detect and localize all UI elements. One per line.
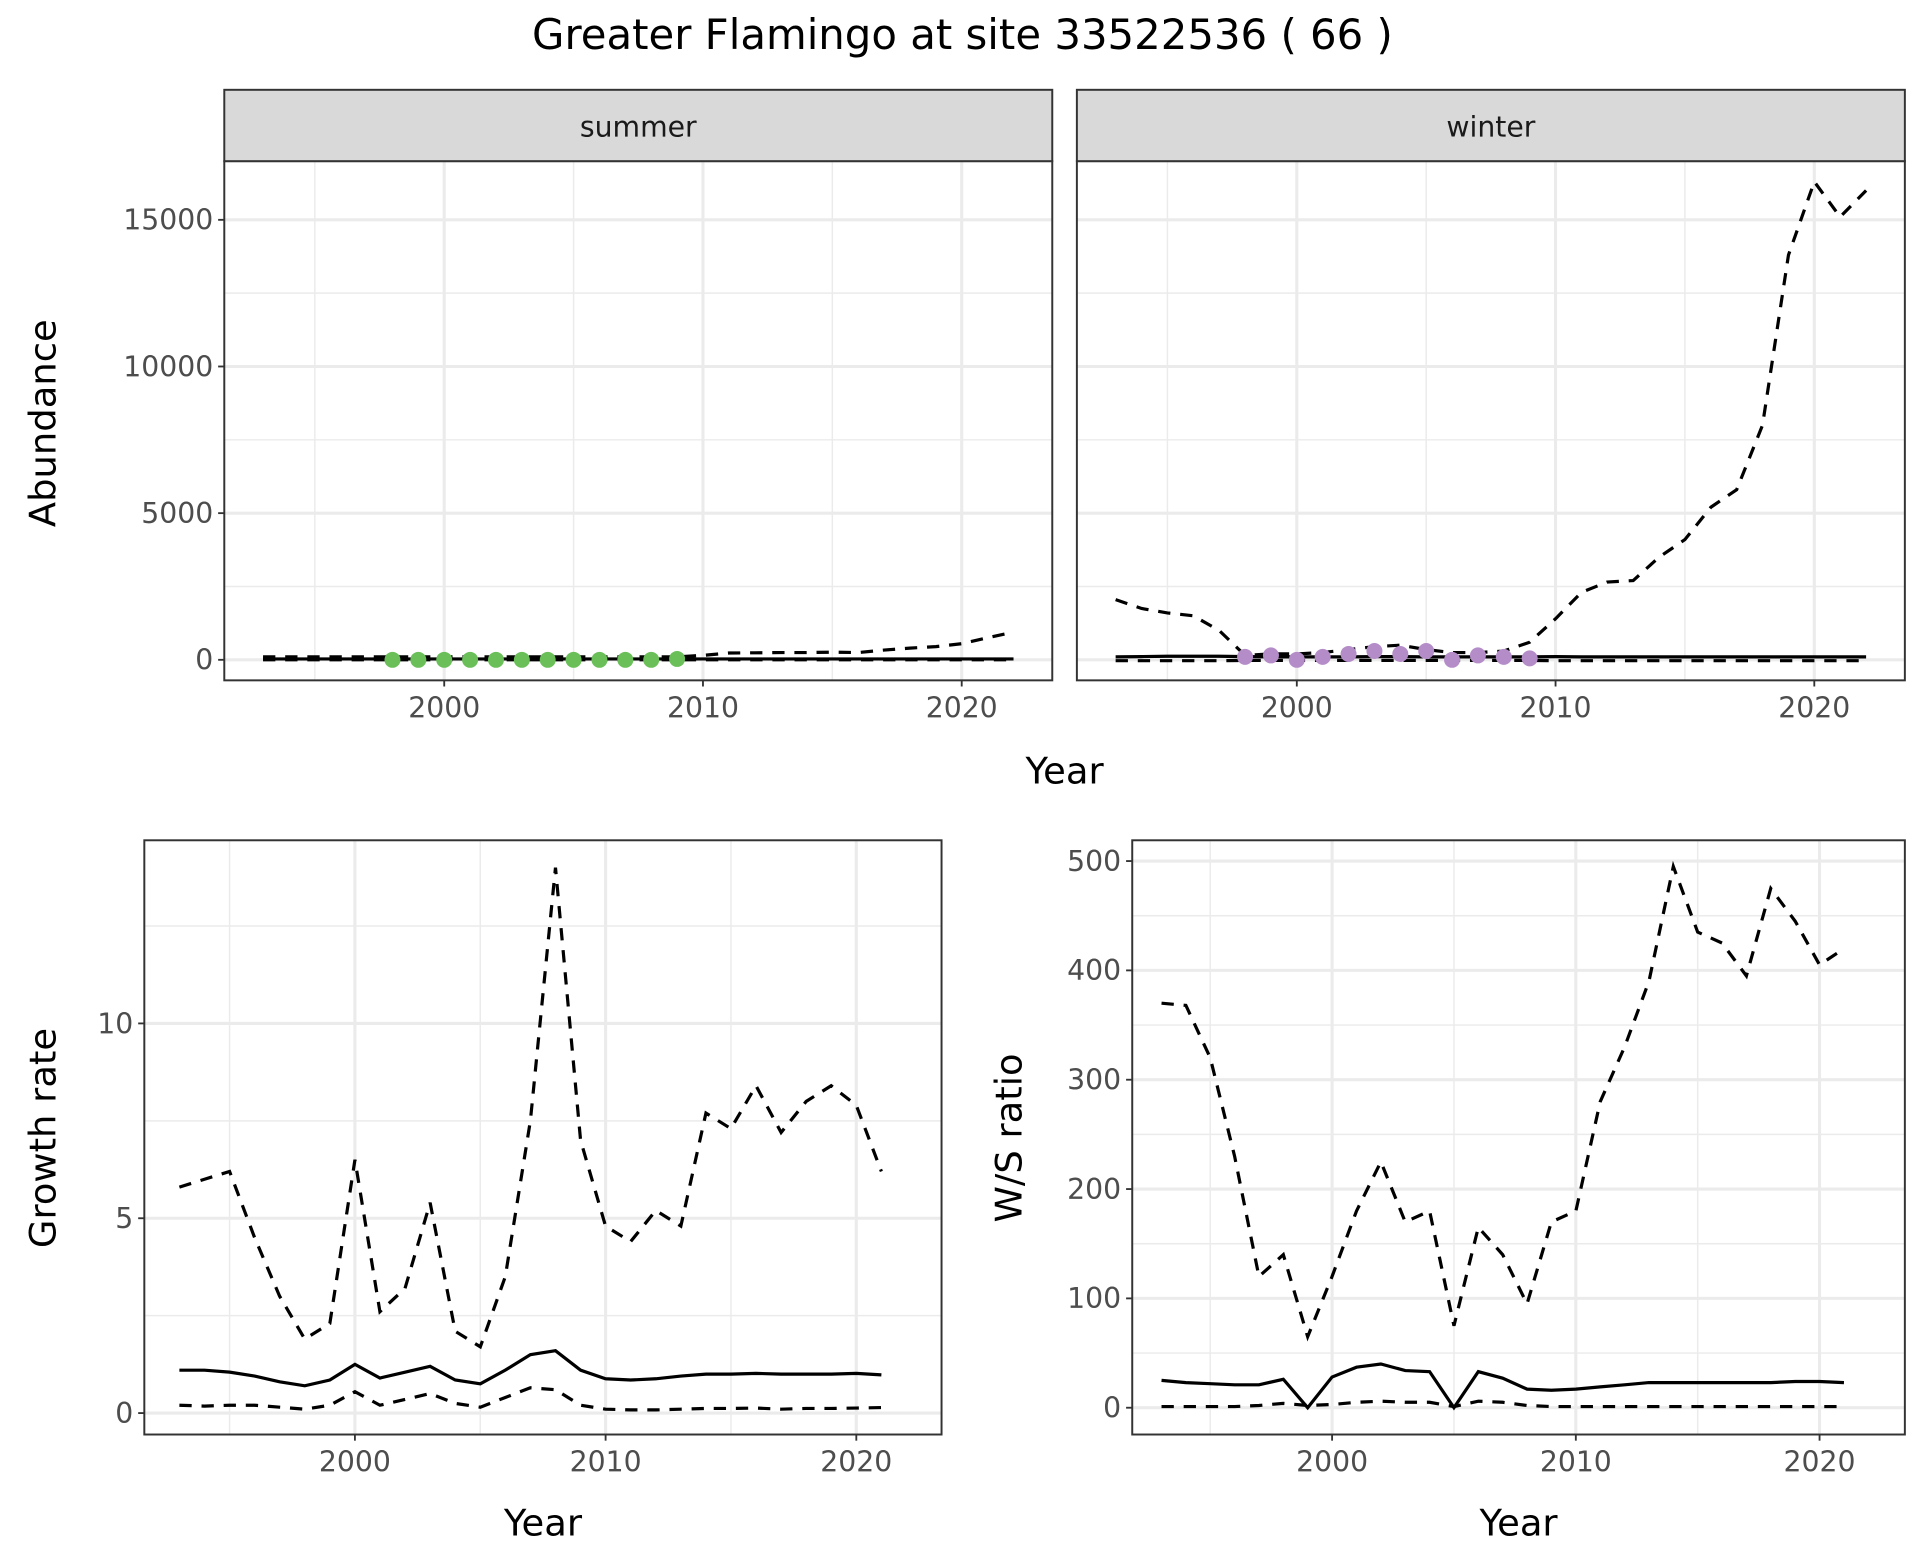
- series-upper-line: [1161, 860, 1845, 1342]
- y-tick-label: 5000: [141, 497, 213, 530]
- x-tick-label: 2020: [820, 1445, 892, 1478]
- y-tick-label: 5: [115, 1202, 133, 1235]
- data-point: [487, 651, 504, 668]
- x-tick-label: 2000: [319, 1445, 391, 1478]
- data-point: [643, 651, 660, 668]
- ratio-y-axis-label: W/S ratio: [988, 1053, 1031, 1222]
- series-lower-line: [1161, 1399, 1844, 1409]
- x-tick-label: 2010: [1520, 691, 1592, 724]
- data-point: [539, 651, 556, 668]
- summer-panel: 0 5000 10000 15000 2000 2010 2020 summer: [123, 88, 1054, 724]
- series-upper-line: [1115, 178, 1868, 658]
- data-point: [1392, 645, 1409, 662]
- ratio-x-axis-label: Year: [1478, 1501, 1558, 1544]
- data-point: [410, 651, 427, 668]
- y-tick-label: 400: [1067, 954, 1121, 987]
- y-tick-label: 10000: [123, 350, 213, 383]
- data-point: [1418, 643, 1435, 660]
- series-fit-line: [179, 1349, 882, 1388]
- series-lower-line: [179, 1386, 882, 1412]
- data-point: [1262, 647, 1279, 664]
- panel-border: [1131, 839, 1906, 1436]
- y-tick-label: 500: [1067, 845, 1121, 878]
- y-tick-label: 300: [1067, 1064, 1121, 1097]
- data-point: [462, 651, 479, 668]
- growth-x-axis-label: Year: [503, 1501, 583, 1544]
- x-tick-label: 2000: [1261, 691, 1333, 724]
- series-fit-line: [1115, 654, 1867, 659]
- data-point: [617, 651, 634, 668]
- data-point: [591, 651, 608, 668]
- panel-border: [223, 160, 1054, 682]
- x-tick-label: 2000: [408, 691, 480, 724]
- data-point: [384, 651, 401, 668]
- top-x-axis-label: Year: [1025, 750, 1105, 793]
- y-tick-label: 0: [195, 644, 213, 677]
- data-point: [1469, 647, 1486, 664]
- data-point: [436, 651, 453, 668]
- growth-panel: 0 5 10 2000 2010 2020: [97, 839, 943, 1478]
- growth-y-axis-label: Growth rate: [22, 1028, 65, 1248]
- data-point: [1288, 651, 1305, 668]
- data-point: [669, 650, 686, 667]
- facet-strip-label: winter: [1446, 111, 1535, 144]
- series-upper-line: [178, 867, 883, 1350]
- facet-strip-label: summer: [580, 111, 697, 144]
- data-point: [1314, 648, 1331, 665]
- facet-strip: [223, 88, 1054, 163]
- series-fit-line: [1161, 1362, 1845, 1411]
- top-y-axis-label: Abundance: [22, 319, 65, 527]
- y-tick-label: 10: [97, 1007, 133, 1040]
- data-point: [1521, 650, 1538, 667]
- x-tick-label: 2010: [1540, 1445, 1612, 1478]
- ratio-panel: 0 100 200 300 400 500 2000 2010 2020: [1067, 839, 1906, 1478]
- x-tick-label: 2020: [1778, 691, 1850, 724]
- data-point: [565, 651, 582, 668]
- winter-panel: 2000 2010 2020 winter: [1075, 88, 1906, 724]
- x-tick-label: 2020: [926, 691, 998, 724]
- x-tick-label: 2000: [1296, 1445, 1368, 1478]
- data-point: [1444, 651, 1461, 668]
- chart-title: Greater Flamingo at site 33522536 ( 66 ): [532, 10, 1393, 59]
- panel-border: [1075, 160, 1906, 682]
- x-tick-label: 2020: [1784, 1445, 1856, 1478]
- y-tick-label: 0: [1103, 1392, 1121, 1425]
- data-point: [513, 651, 530, 668]
- y-tick-label: 100: [1067, 1282, 1121, 1315]
- data-point: [1495, 648, 1512, 665]
- y-tick-label: 200: [1067, 1173, 1121, 1206]
- data-point: [1340, 645, 1357, 662]
- y-tick-label: 0: [115, 1397, 133, 1430]
- data-point: [1366, 643, 1383, 660]
- series-upper-line: [263, 630, 1014, 659]
- facet-strip: [1075, 88, 1906, 163]
- panel-border: [143, 839, 943, 1436]
- data-point: [1237, 648, 1254, 665]
- x-tick-label: 2010: [570, 1445, 642, 1478]
- y-tick-label: 15000: [123, 204, 213, 237]
- x-tick-label: 2010: [667, 691, 739, 724]
